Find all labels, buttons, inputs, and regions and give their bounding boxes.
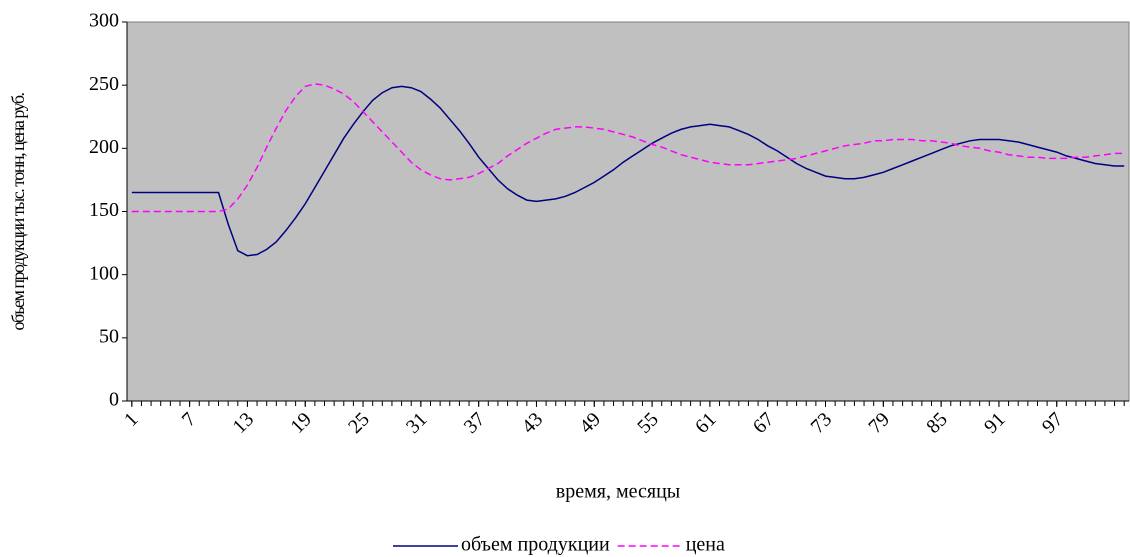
x-tick-label: 73 (807, 408, 837, 438)
x-tick-label: 49 (575, 408, 605, 438)
x-tick-label: 31 (402, 408, 432, 438)
x-tick-label: 55 (633, 408, 663, 438)
x-tick-label: 79 (864, 408, 894, 438)
y-tick-label: 0 (109, 389, 119, 411)
x-tick-label: 67 (749, 408, 779, 438)
x-tick-label: 37 (460, 408, 490, 438)
x-tick-label: 19 (286, 408, 316, 438)
y-tick-label: 100 (89, 262, 119, 284)
data-line (131, 85, 1125, 257)
y-tick-label: 50 (99, 325, 119, 347)
x-tick-label: 13 (229, 408, 259, 438)
x-tick-label: 7 (178, 408, 201, 431)
x-tick-label: 61 (691, 408, 721, 438)
y-axis-title: объем продукции тыс. тонн, цена руб. (8, 92, 28, 330)
plot-area (126, 21, 1130, 402)
x-axis-title: время, месяцы (556, 481, 680, 503)
y-tick-label: 300 (89, 10, 119, 32)
x-tick-label: 97 (1038, 408, 1068, 438)
legend-label: цена (686, 534, 725, 556)
legend-label: объем продукции (461, 534, 610, 556)
x-tick-label: 43 (518, 408, 548, 438)
x-tick-label: 1 (120, 408, 143, 431)
x-tick-label: 91 (980, 408, 1010, 438)
y-tick-label: 200 (89, 136, 119, 158)
y-tick-label: 250 (89, 73, 119, 95)
x-tick-label: 25 (344, 408, 374, 438)
x-tick-label: 85 (922, 408, 952, 438)
y-tick-label: 150 (89, 199, 119, 221)
